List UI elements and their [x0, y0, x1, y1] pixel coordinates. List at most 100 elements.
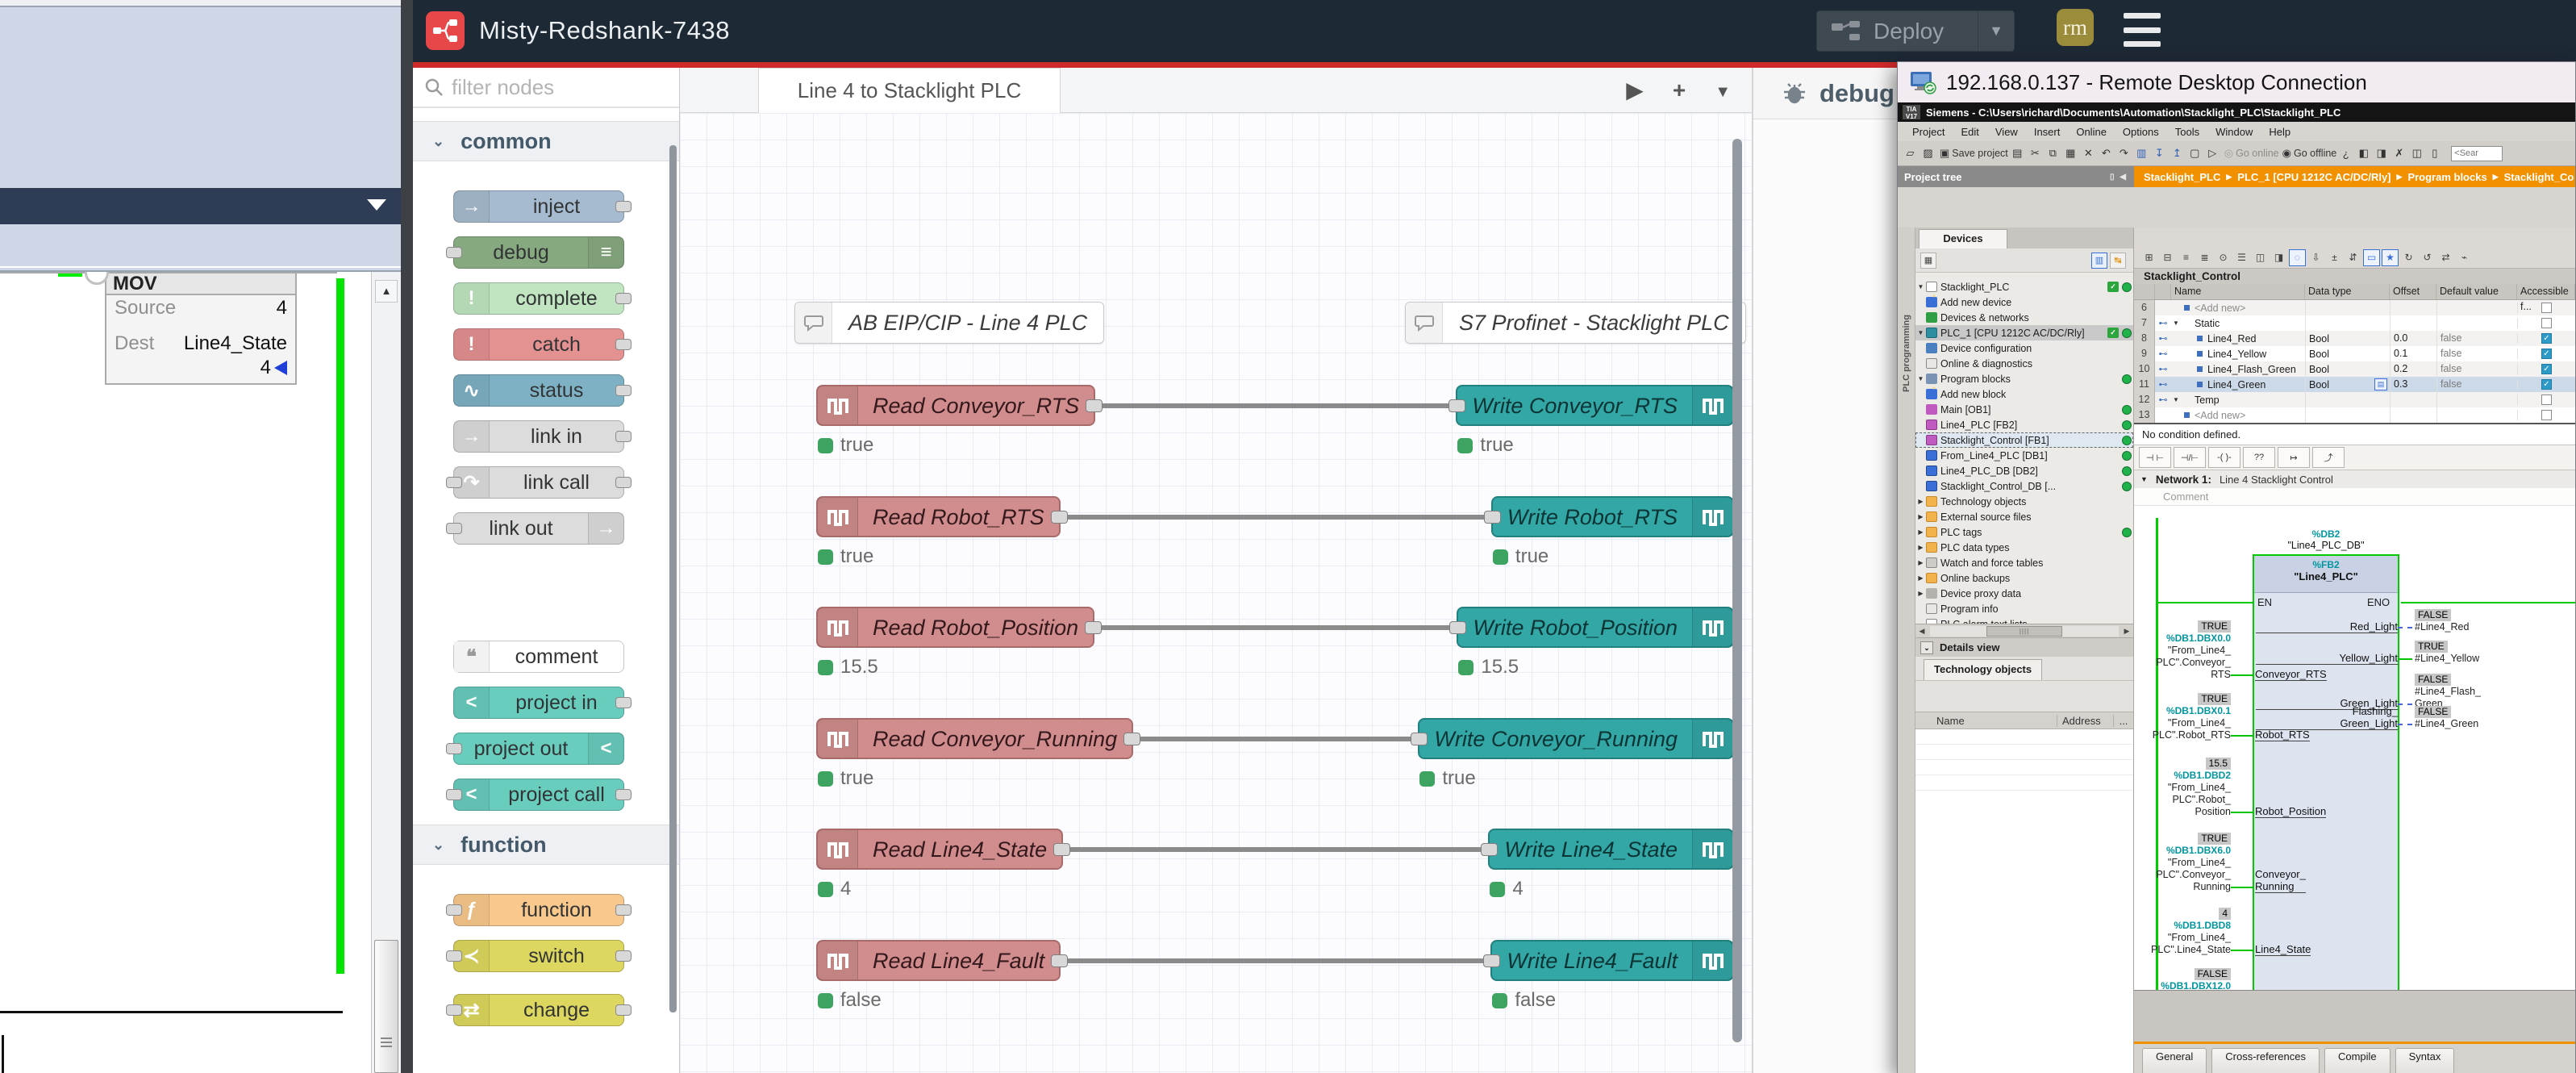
tree-item[interactable]: Device configuration	[1915, 340, 2133, 356]
tree-item[interactable]: From_Line4_PLC [DB1]	[1915, 448, 2133, 463]
accessible-checkbox[interactable]	[2541, 410, 2552, 420]
menu-item[interactable]: Edit	[1953, 126, 1986, 138]
node-output-port[interactable]	[615, 201, 631, 212]
menu-item[interactable]: Options	[2115, 126, 2167, 138]
node-input-port[interactable]	[446, 789, 462, 800]
editor-toolbar-button[interactable]: ↻	[2400, 249, 2417, 266]
accessible-checkbox[interactable]	[2541, 364, 2552, 374]
node-output-port[interactable]	[615, 385, 631, 396]
lad-element-button[interactable]: -( )-	[2208, 447, 2240, 468]
technology-objects-tab[interactable]: Technology objects	[1924, 659, 2042, 680]
tree-item[interactable]: Main [OB1]	[1915, 402, 2133, 417]
palette-node[interactable]: ≡ debug	[453, 236, 624, 269]
add-flow-icon[interactable]: +	[1673, 76, 1686, 108]
palette-node[interactable]: ∿ status	[453, 374, 624, 407]
node-input-port[interactable]	[1411, 733, 1428, 745]
tree-expander-icon[interactable]: ▼	[1915, 375, 1926, 382]
scroll-left-icon[interactable]: ◀	[1915, 627, 1928, 636]
node-output-port[interactable]	[615, 339, 631, 350]
toolbar-button[interactable]: ¿	[2338, 144, 2356, 163]
devices-tab[interactable]: Devices	[1919, 229, 2007, 248]
plc-read-node[interactable]: Read Conveyor_Running	[816, 718, 1133, 759]
palette-node[interactable]: → inject	[453, 190, 624, 223]
scroll-right-icon[interactable]: ▶	[2120, 627, 2133, 636]
node-output-port[interactable]	[1051, 511, 1068, 524]
editor-toolbar-button[interactable]: ◫	[2252, 249, 2269, 266]
node-input-port[interactable]	[1483, 954, 1500, 967]
interface-row[interactable]: 7 ⊷ ▼ Static ▤	[2134, 315, 2575, 331]
toolbar-button[interactable]: ◫	[2409, 144, 2427, 163]
interface-row[interactable]: 13 ⊷ <Add new> ▤	[2134, 407, 2575, 423]
menu-item[interactable]: Project	[1904, 126, 1953, 138]
tree-item[interactable]: Program info	[1915, 601, 2133, 616]
node-output-port[interactable]	[1051, 954, 1068, 967]
palette-scrollbar[interactable]	[669, 145, 677, 1012]
palette-node[interactable]: → link in	[453, 420, 624, 453]
editor-toolbar-button[interactable]: ☰	[2233, 249, 2250, 266]
tree-item[interactable]: Stacklight_Control [FB1]	[1915, 432, 2133, 448]
node-output-port[interactable]	[615, 950, 631, 962]
palette-node[interactable]: < project call	[453, 779, 624, 811]
scroll-up-button[interactable]: ▲	[375, 280, 398, 303]
node-output-port[interactable]	[615, 697, 631, 708]
editor-toolbar-button[interactable]: ★	[2382, 249, 2399, 266]
fb-input[interactable]: 4 %DB1.DBD8 "From_Line4_ PLC".Line4_Stat…	[2136, 908, 2311, 956]
flow-wire[interactable]	[1094, 625, 1457, 630]
node-input-port[interactable]	[446, 1004, 462, 1016]
breadcrumb-segment[interactable]: PLC_1 [CPU 1212C AC/DC/Rly]	[2237, 171, 2391, 183]
node-output-port[interactable]	[615, 477, 631, 488]
column-datatype[interactable]: Data type	[2305, 284, 2390, 299]
ladder-canvas[interactable]: Conveyor_RTS	[0, 272, 371, 1073]
tree-item[interactable]: ▼ Stacklight_PLC	[1915, 279, 2133, 294]
editor-toolbar-button[interactable]: ⇵	[2345, 249, 2361, 266]
node-input-port[interactable]	[446, 523, 462, 534]
tree-item[interactable]: Devices & networks	[1915, 310, 2133, 325]
user-avatar[interactable]: rm	[2057, 9, 2094, 46]
tree-expander-icon[interactable]: ▶	[1915, 559, 1926, 566]
tree-expander-icon[interactable]: ▶	[1915, 574, 1926, 582]
fb-input[interactable]: TRUE %DB1.DBX6.0 "From_Line4_ PLC".Conve…	[2136, 833, 2306, 893]
palette-section-header[interactable]: ⌄function	[413, 825, 679, 865]
palette-node[interactable]: ƒ function	[453, 894, 624, 926]
node-output-port[interactable]	[615, 293, 631, 304]
column-accessible[interactable]: Accessible f...	[2517, 284, 2575, 299]
column-more[interactable]: ...	[2114, 715, 2133, 727]
toolbar-button[interactable]: ◧	[2356, 144, 2374, 163]
toolbar-button[interactable]: ↷	[2116, 144, 2134, 163]
palette-search-input[interactable]	[452, 75, 637, 100]
menu-item[interactable]: Window	[2207, 126, 2261, 138]
tree-item[interactable]: Stacklight_Control_DB [...	[1915, 478, 2133, 494]
inspector-tab[interactable]: Syntax	[2395, 1048, 2455, 1073]
tree-expander-icon[interactable]: ▶	[1915, 590, 1926, 597]
lad-element-button[interactable]: ↦	[2278, 447, 2310, 468]
rdp-title-bar[interactable]: 192.168.0.137 - Remote Desktop Connectio…	[1898, 62, 2575, 102]
node-input-port[interactable]	[446, 247, 462, 258]
accessible-checkbox[interactable]	[2541, 379, 2552, 390]
column-offset[interactable]: Offset	[2390, 284, 2436, 299]
tree-item[interactable]: ▶ Watch and force tables	[1915, 555, 2133, 570]
toolbar-button[interactable]: ▷	[2205, 144, 2223, 163]
column-address[interactable]: Address	[2057, 715, 2114, 727]
scrollbar-thumb[interactable]: ||||	[1986, 626, 2062, 637]
tree-horizontal-scrollbar[interactable]: ◀ |||| ▶	[1915, 624, 2133, 637]
node-output-port[interactable]	[1053, 843, 1070, 856]
plc-read-node[interactable]: Read Robot_RTS	[816, 496, 1061, 537]
flow-wire[interactable]	[1095, 403, 1456, 408]
editor-toolbar-button[interactable]: ⊙	[2215, 249, 2232, 266]
chevron-down-icon[interactable]	[367, 199, 386, 211]
accessible-checkbox[interactable]	[2541, 395, 2552, 405]
panel-collapse-icons[interactable]: ▯ ◀	[2110, 173, 2128, 182]
interface-row[interactable]: 8 ⊷ Line4_Red Bool▤ 0.0 fals	[2134, 331, 2575, 346]
canvas-scrollbar[interactable]	[1732, 139, 1742, 1042]
toolbar-button[interactable]: ▢	[2187, 144, 2205, 163]
accessible-checkbox[interactable]	[2541, 318, 2552, 328]
tree-expander-icon[interactable]: ▶	[1915, 528, 1926, 536]
lad-element-button[interactable]: ⊣ ⊢	[2139, 447, 2171, 468]
flow-wire[interactable]	[1133, 737, 1418, 741]
network-comment-placeholder[interactable]: Comment	[2134, 488, 2575, 506]
editor-toolbar-button[interactable]: ◌	[2289, 249, 2306, 266]
ladder-scrollbar[interactable]: ▲	[371, 272, 401, 1073]
breadcrumb-segment[interactable]: Stacklight_PLC	[2144, 171, 2220, 183]
node-output-port[interactable]	[615, 904, 631, 916]
plc-read-node[interactable]: Read Line4_State	[816, 829, 1063, 870]
